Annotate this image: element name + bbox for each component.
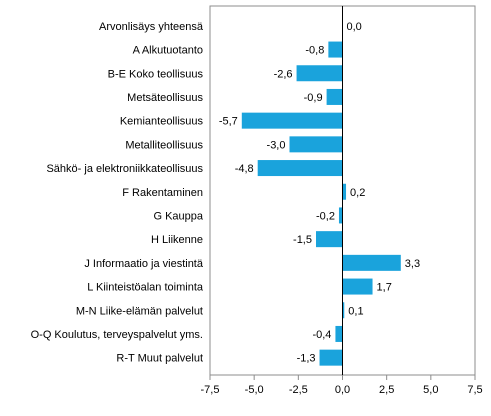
value-label-3: -0,9 [304, 92, 323, 104]
value-label-12: 0,1 [348, 305, 363, 317]
category-label-12: M-N Liike-elämän palvelut [76, 305, 203, 317]
category-label-5: Metalliteollisuus [125, 139, 203, 151]
category-label-2: B-E Koko teollisuus [108, 68, 204, 80]
category-label-10: J Informaatio ja viestintä [84, 258, 203, 270]
bar-11 [342, 278, 373, 295]
x-axis: -7,5 -5,0 -2,5 0,0 2,5 5,0 7,5 [201, 375, 483, 396]
x-tick-label-0: -7,5 [201, 384, 220, 396]
value-label-6: -4,8 [235, 163, 254, 175]
bar-6 [257, 160, 343, 177]
category-label-13: O-Q Koulutus, terveyspalvelut yms. [31, 329, 203, 341]
value-label-11: 1,7 [377, 282, 392, 294]
value-label-10: 3,3 [405, 258, 420, 270]
x-tick-label-2: -2,5 [289, 384, 308, 396]
bars-group [241, 41, 401, 366]
value-label-8: -0,2 [316, 210, 335, 222]
category-label-6: Sähkö- ja elektroniikkateollisuus [46, 163, 203, 175]
bar-12 [342, 302, 345, 319]
bar-8 [338, 207, 343, 224]
value-label-4: -5,7 [219, 116, 238, 128]
category-label-4: Kemianteollisuus [120, 116, 204, 128]
category-label-8: G Kauppa [153, 210, 203, 222]
value-label-7: 0,2 [350, 187, 365, 199]
category-label-11: L Kiinteistöalan toiminta [87, 282, 204, 294]
category-label-14: R-T Muut palvelut [116, 353, 203, 365]
bar-7 [342, 183, 347, 200]
value-label-9: -1,5 [293, 234, 312, 246]
category-labels-group: Arvonlisäys yhteensä A Alkutuotanto B-E Ko… [31, 21, 204, 365]
category-label-0: Arvonlisäys yhteensä [99, 21, 204, 33]
value-label-13: -0,4 [312, 329, 331, 341]
category-label-9: H Liikenne [151, 234, 203, 246]
bar-5 [289, 136, 343, 153]
value-label-0: 0,0 [347, 21, 362, 33]
bar-2 [296, 65, 343, 82]
bar-3 [326, 88, 343, 105]
bar-13 [335, 325, 343, 342]
x-tick-label-3: 0,0 [335, 384, 350, 396]
value-label-5: -3,0 [267, 139, 286, 151]
value-label-14: -1,3 [297, 353, 316, 365]
bar-4 [241, 112, 343, 129]
value-label-1: -0,8 [305, 45, 324, 57]
x-tick-label-4: 2,5 [379, 384, 394, 396]
category-label-3: Metsäteollisuus [127, 92, 203, 104]
category-label-7: F Rakentaminen [122, 187, 203, 199]
category-label-1: A Alkutuotanto [133, 45, 203, 57]
x-tick-label-6: 7,5 [467, 384, 482, 396]
x-tick-label-5: 5,0 [423, 384, 438, 396]
bar-1 [328, 41, 343, 58]
value-labels-group: 0,0 -0,8 -2,6 -0,9 -5,7 -3,0 -4,8 0,2 -0,2 -1,5 3,… [219, 21, 420, 365]
x-tick-label-1: -5,0 [245, 384, 264, 396]
value-label-2: -2,6 [274, 68, 293, 80]
bar-14 [319, 349, 343, 366]
bar-10 [342, 254, 401, 271]
bar-9 [316, 231, 343, 248]
